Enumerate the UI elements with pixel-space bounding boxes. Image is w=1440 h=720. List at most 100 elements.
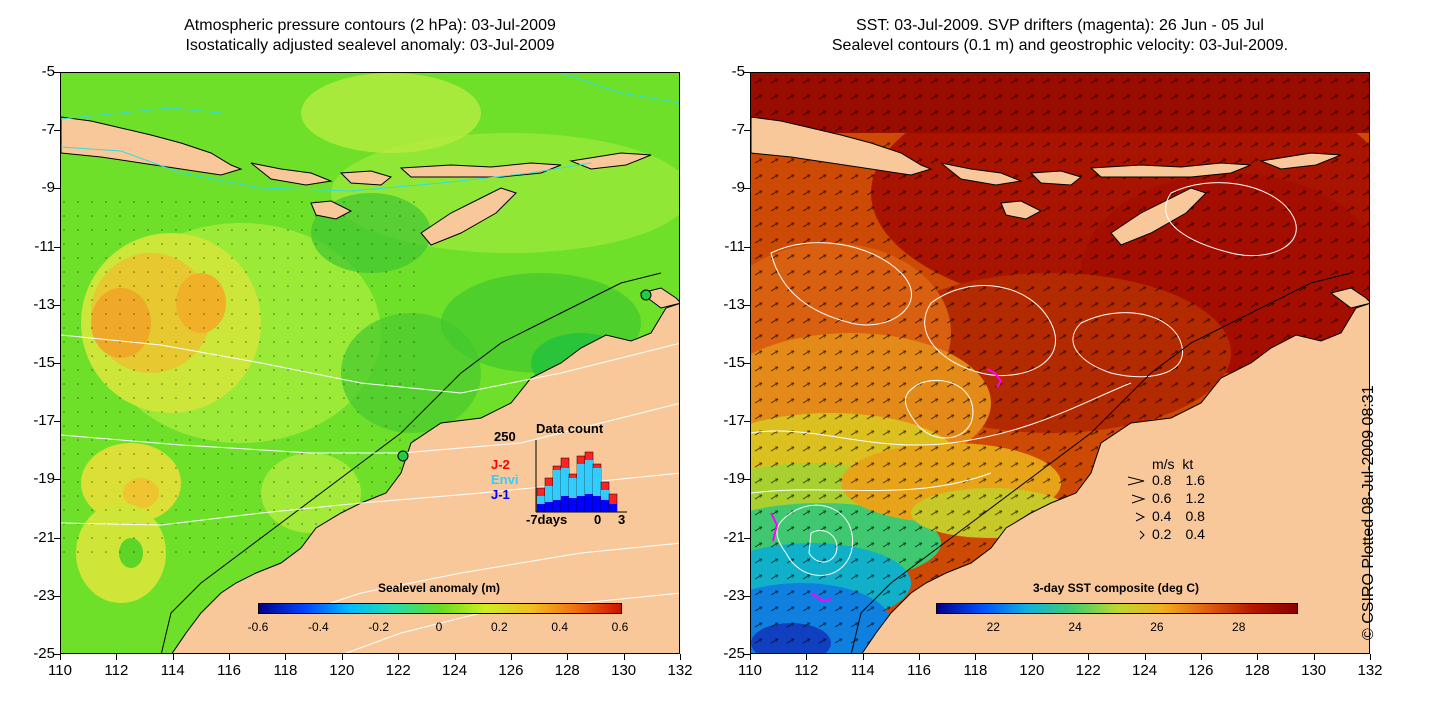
sla-colorbar-tick: -0.2 bbox=[368, 620, 389, 634]
right-lat-tick-mark bbox=[744, 304, 750, 306]
left-lon-tick-mark bbox=[60, 654, 61, 660]
inset-mission-j1: J-1 bbox=[491, 487, 510, 502]
velocity-legend-arrow bbox=[1135, 512, 1146, 522]
right-title-line2: Sealevel contours (0.1 m) and geostrophi… bbox=[831, 37, 1289, 54]
left-lat-tick-mark bbox=[54, 130, 60, 132]
left-lon-tick-label: 122 bbox=[385, 662, 411, 679]
left-lat-tick-label: -25 bbox=[33, 645, 55, 662]
right-lat-tick-label: -7 bbox=[731, 121, 745, 139]
credit-label: © CSIRO Plotted 08-Jul-2009 08:31 bbox=[1360, 385, 1377, 640]
left-lon-tick-mark bbox=[398, 654, 400, 660]
left-lon-tick-mark bbox=[454, 654, 456, 660]
left-lat-tick-label: -23 bbox=[33, 586, 55, 604]
right-lon-tick-mark bbox=[975, 654, 977, 660]
right-lat-tick-label: -17 bbox=[723, 412, 745, 430]
inset-mission-j2: J-2 bbox=[491, 457, 510, 472]
right-lat-tick-mark bbox=[744, 595, 750, 597]
right-lon-tick-label: 130 bbox=[1301, 662, 1327, 679]
sla-colorbar-label: Sealevel anomaly (m) bbox=[377, 581, 501, 595]
right-lat-tick-label: -23 bbox=[723, 586, 745, 604]
right-panel-title: SST: 03-Jul-2009. SVP drifters (magenta)… bbox=[750, 16, 1370, 56]
left-lon-tick-mark bbox=[285, 654, 287, 660]
right-lat-tick-label: -13 bbox=[723, 295, 745, 313]
left-lat-tick-mark bbox=[54, 363, 60, 364]
left-lon-tick-mark bbox=[623, 654, 625, 660]
left-lon-tick-label: 126 bbox=[498, 662, 524, 679]
left-lon-tick-mark bbox=[116, 654, 118, 660]
inset-x-label-start: -7days bbox=[526, 512, 568, 527]
left-lon-tick-label: 132 bbox=[667, 662, 693, 679]
left-lon-tick-mark bbox=[567, 654, 569, 660]
right-lon-tick-label: 112 bbox=[794, 662, 819, 679]
right-lat-tick-mark bbox=[744, 130, 750, 132]
velocity-legend-row: 0.8 1.6 bbox=[1152, 472, 1205, 488]
sst-colorbar-tick: 22 bbox=[986, 620, 1000, 634]
velocity-legend-kt-value: 0.8 bbox=[1185, 508, 1205, 524]
inset-title: Data count bbox=[536, 421, 604, 436]
left-title-line2: Isostatically adjusted sealevel anomaly:… bbox=[185, 37, 555, 54]
right-lon-tick-label: 120 bbox=[1019, 662, 1045, 679]
right-lat-tick-mark bbox=[744, 479, 750, 481]
right-lon-tick-mark bbox=[862, 654, 864, 660]
left-lon-tick-mark bbox=[680, 654, 681, 660]
velocity-legend-ms-value: 0.6 bbox=[1152, 490, 1172, 506]
right-lon-tick-mark bbox=[1144, 654, 1146, 660]
right-lat-tick-label: -5 bbox=[731, 63, 745, 80]
right-lat-tick-mark bbox=[744, 654, 750, 655]
left-lat-tick-mark bbox=[54, 72, 60, 73]
left-lat-tick-mark bbox=[54, 595, 60, 597]
velocity-legend-kt-value: 0.4 bbox=[1185, 526, 1205, 542]
right-lon-tick-mark bbox=[806, 654, 808, 660]
velocity-legend-kt-value: 1.6 bbox=[1185, 472, 1205, 488]
velocity-legend-arrow bbox=[1139, 530, 1145, 540]
right-title-line1: SST: 03-Jul-2009. SVP drifters (magenta)… bbox=[856, 17, 1264, 34]
left-lon-tick-label: 116 bbox=[217, 662, 242, 679]
right-lon-tick-label: 116 bbox=[907, 662, 932, 679]
left-lat-tick-label: -11 bbox=[34, 237, 55, 255]
right-lon-tick-label: 132 bbox=[1357, 662, 1383, 679]
left-lat-tick-label: -7 bbox=[41, 121, 55, 139]
left-lat-tick-label: -13 bbox=[33, 295, 55, 313]
left-lat-tick-mark bbox=[54, 654, 60, 655]
left-lat-tick-mark bbox=[54, 188, 60, 190]
right-lon-tick-mark bbox=[919, 654, 921, 660]
left-lon-tick-mark bbox=[229, 654, 231, 660]
right-lat-tick-label: -21 bbox=[723, 528, 745, 546]
right-lon-tick-label: 126 bbox=[1188, 662, 1214, 679]
right-lon-tick-mark bbox=[1313, 654, 1315, 660]
right-lon-tick-label: 122 bbox=[1075, 662, 1101, 679]
velocity-legend-header: m/s kt bbox=[1152, 456, 1193, 472]
sla-colorbar-tick: 0 bbox=[435, 620, 443, 634]
sst-map[interactable] bbox=[750, 72, 1370, 654]
sst-colorbar-label: 3-day SST composite (deg C) bbox=[1032, 581, 1200, 595]
left-lon-tick-mark bbox=[172, 654, 174, 660]
sst-colorbar-tick: 28 bbox=[1232, 620, 1246, 634]
velocity-legend-arrow bbox=[1127, 476, 1145, 486]
left-lat-tick-label: -19 bbox=[33, 470, 55, 488]
sst-colorbar-tick: 24 bbox=[1068, 620, 1082, 634]
left-lat-tick-label: -17 bbox=[33, 412, 55, 430]
sst-colorbar bbox=[936, 603, 1298, 614]
right-lat-tick-mark bbox=[744, 363, 750, 364]
right-lat-tick-label: -9 bbox=[731, 179, 745, 197]
right-lat-tick-mark bbox=[744, 246, 750, 248]
left-lon-tick-label: 128 bbox=[554, 662, 580, 679]
left-lon-tick-label: 112 bbox=[104, 662, 129, 679]
left-lon-tick-mark bbox=[510, 654, 512, 660]
inset-mission-envi: Envi bbox=[491, 472, 519, 487]
sealevel-anomaly-map[interactable] bbox=[60, 72, 680, 654]
right-lon-tick-label: 124 bbox=[1132, 662, 1158, 679]
right-lat-tick-mark bbox=[744, 72, 750, 73]
left-title-line1: Atmospheric pressure contours (2 hPa): 0… bbox=[184, 17, 556, 34]
velocity-legend-row: 0.6 1.2 bbox=[1152, 490, 1205, 506]
right-lon-tick-label: 114 bbox=[850, 662, 875, 679]
velocity-legend-ms-value: 0.2 bbox=[1152, 526, 1172, 542]
sla-colorbar-tick: 0.2 bbox=[490, 620, 508, 634]
left-lon-tick-label: 130 bbox=[611, 662, 637, 679]
sst-colorbar-tick: 26 bbox=[1150, 620, 1164, 634]
right-lon-tick-mark bbox=[1257, 654, 1259, 660]
right-lon-tick-label: 128 bbox=[1244, 662, 1270, 679]
left-lat-tick-label: -21 bbox=[33, 528, 55, 546]
left-lat-tick-mark bbox=[54, 479, 60, 481]
right-lat-tick-label: -11 bbox=[724, 237, 745, 255]
